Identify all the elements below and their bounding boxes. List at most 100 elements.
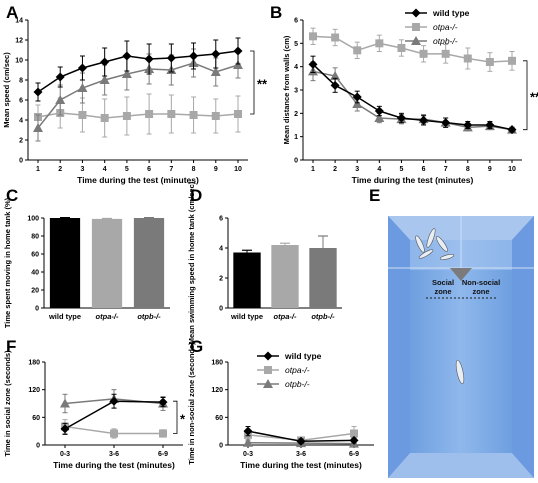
f-x-tick-label: 3-6 [109,451,119,458]
f-data-point [110,429,118,438]
a-x-tick-label: 5 [125,166,129,173]
panel-letter-e: E [369,186,380,205]
f-data-point [60,398,70,408]
d-category-label: otpa-/- [274,312,297,321]
d-y-tick-label: 6 [219,216,223,223]
panel-letter-g: G [190,337,203,356]
a-x-tick-label: 6 [147,166,151,173]
g-data-point [350,429,358,438]
f-y-tick-label: 180 [28,360,40,367]
a-significance-marker: ** [257,77,268,92]
a-x-tick-label: 10 [234,166,242,173]
f-y-tick-label: 60 [32,415,40,422]
g-y-tick-label: 180 [211,360,223,367]
a-data-point [33,87,43,97]
a-data-point [145,110,154,118]
fish-test-body [455,359,465,385]
tank-left-wall [388,216,410,478]
a-data-point [99,75,110,84]
c-y-tick-label: 0 [35,306,39,313]
d-y-tick-label: 0 [219,306,223,313]
a-data-point [167,110,176,118]
d-y-axis-label: Mean swimming speed in home tank (cm/sec… [187,181,196,344]
a-y-tick-label: 4 [19,118,23,125]
a-x-tick-label: 8 [192,166,196,173]
bottom-legend-marker [263,351,273,361]
a-y-tick-label: 10 [15,58,23,65]
panel-letter-f: F [6,337,16,356]
d-bar [233,252,261,308]
tank-funnel [450,268,472,281]
b-data-point [308,59,318,69]
a-data-point [100,114,109,122]
g-data-point [349,435,359,445]
f-significance-marker: * [180,411,186,426]
chart-time-moving: 0 20 40 60 80 100 Time spent moving in home ta… [3,197,170,328]
top-legend-marker [411,8,421,18]
f-x-tick-label: 0-3 [60,451,70,458]
f-significance-bracket [173,400,178,434]
a-data-point [189,111,198,119]
c-y-tick-label: 80 [31,234,39,241]
bottom-legend-marker [264,366,272,374]
b-x-tick-label: 1 [311,166,315,173]
c-y-tick-label: 40 [31,270,39,277]
b-data-point [375,39,384,48]
d-bar [271,245,299,308]
a-y-tick-label: 0 [19,158,23,165]
a-data-point [121,69,132,78]
f-data-point [158,397,168,407]
a-data-point [211,112,220,120]
b-x-tick-label: 8 [466,166,470,173]
tank-bottom-wall [388,453,534,478]
a-series-line-1 [37,112,239,119]
social-zone-label-line2: zone [434,287,451,296]
f-data-point [159,429,167,438]
b-significance-bracket [523,60,528,131]
top-legend-marker [412,23,420,31]
b-data-point [331,33,340,42]
b-series-line-2 [312,70,513,131]
top-legend-label: otpa-/- [433,22,458,32]
b-y-tick-label: 3 [294,88,298,95]
a-y-tick-label: 6 [19,98,23,105]
b-y-tick-label: 5 [294,41,298,48]
top-legend-marker [411,36,421,45]
a-data-point [33,123,43,132]
b-x-tick-label: 9 [488,166,492,173]
b-x-tick-label: 6 [422,166,426,173]
b-data-point [508,56,516,65]
chart-non-social-zone: 0 60 120 180 Time in non-social zone (second… [187,342,374,470]
legend-bottom: wild type otpa-/- otpb-/- [257,351,322,389]
b-series-line-0 [312,63,513,131]
c-y-tick-label: 60 [31,252,39,259]
a-y-axis-label: Mean speed (cm/sec) [2,52,11,128]
b-data-point [396,113,406,123]
non-social-zone-label-line2: zone [472,287,489,296]
g-x-tick-label: 3-6 [296,451,306,458]
c-bar [49,218,81,308]
a-y-tick-label: 2 [19,138,23,145]
g-data-point [296,436,306,446]
f-x-tick-label: 6-9 [158,451,168,458]
panel-letter-b: B [270,3,282,22]
a-data-point [233,46,243,56]
b-y-tick-label: 0 [294,158,298,165]
d-y-tick-label: 4 [219,246,223,253]
a-data-point [234,110,242,118]
a-y-tick-label: 8 [19,78,23,85]
b-y-tick-label: 1 [294,134,298,141]
top-legend-label: wild type [432,8,470,18]
a-data-point [210,67,221,76]
panel-letter-a: A [6,3,18,22]
a-y-tick-label: 14 [15,18,23,25]
fish-3 [436,236,448,252]
b-data-point [397,44,406,52]
fish-5 [439,254,455,260]
b-x-axis-label: Time during the test (minutes) [352,175,474,185]
f-y-tick-label: 120 [28,387,40,394]
c-bar [91,218,123,308]
fish-group-upper [415,228,455,260]
b-y-tick-label: 4 [294,64,298,71]
b-data-point [374,106,384,116]
